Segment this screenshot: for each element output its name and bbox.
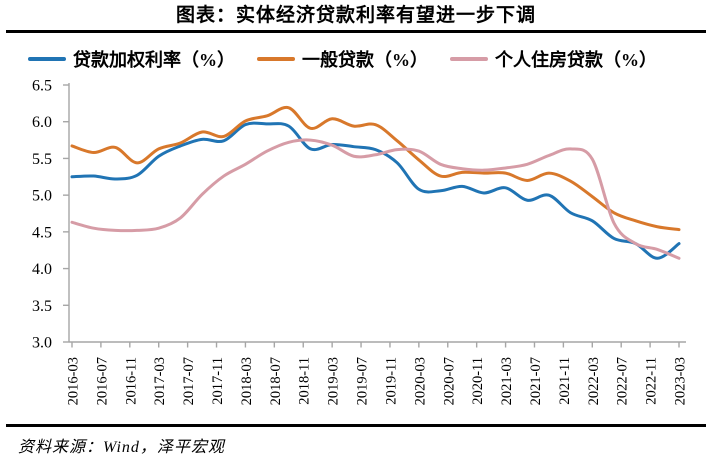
x-tick-label: 2018-07: [268, 357, 284, 405]
y-tick-label: 3.5: [32, 298, 52, 315]
x-tick-label: 2022-03: [586, 357, 602, 405]
x-tick-label: 2016-03: [66, 357, 82, 405]
series-line-1: [70, 105, 681, 232]
y-tick-label: 3.0: [32, 335, 52, 352]
legend-item-0: 贷款加权利率（%）: [28, 46, 235, 72]
x-tick-label: 2021-03: [499, 357, 515, 405]
chart-title: 图表：实体经济贷款利率有望进一步下调: [175, 5, 536, 26]
x-tick-label: 2016-11: [123, 357, 139, 405]
x-tick-label: 2019-07: [355, 357, 371, 405]
y-tick-label: 4.5: [32, 224, 52, 241]
x-tick-label: 2019-11: [383, 357, 399, 405]
series-line-0: [70, 121, 681, 260]
x-tick-label: 2017-03: [152, 357, 168, 405]
legend-label: 贷款加权利率（%）: [73, 50, 235, 70]
y-tick-label: 6.5: [32, 78, 52, 95]
x-tick-label: 2016-07: [94, 357, 110, 405]
y-tick-label: 6.0: [32, 114, 52, 131]
x-tick-label: 2017-07: [181, 357, 197, 405]
legend-label: 一般贷款（%）: [302, 50, 428, 70]
line-chart: 6.5 6.0 5.5 5.0 4.5 4.0 3.5 3.0 2016-03 2016-07 20…: [32, 78, 689, 406]
y-tick-label: 5.5: [32, 151, 52, 168]
legend-line-swatch: [450, 57, 488, 61]
top-rule: [6, 30, 706, 33]
x-tick-label: 2020-11: [470, 357, 486, 405]
x-tick-label: 2022-07: [615, 357, 631, 405]
x-tick-label: 2019-03: [326, 357, 342, 405]
y-tick-label: 4.0: [32, 261, 52, 278]
legend-label: 个人住房贷款（%）: [495, 50, 657, 70]
x-tick-label: 2018-03: [239, 357, 255, 405]
x-tick-label: 2020-07: [441, 357, 457, 405]
legend-item-1: 一般贷款（%）: [257, 46, 428, 72]
legend-item-2: 个人住房贷款（%）: [450, 46, 657, 72]
legend-line-swatch: [28, 57, 66, 61]
x-tick-label: 2018-11: [297, 357, 313, 405]
x-tick-label: 2021-07: [528, 357, 544, 405]
x-tick-label: 2021-11: [557, 357, 573, 405]
y-tick-label: 5.0: [32, 188, 52, 205]
x-tick-label: 2017-11: [210, 357, 226, 405]
legend-line-swatch: [257, 57, 295, 61]
bottom-rule: [6, 424, 706, 427]
series-line-2: [70, 138, 681, 260]
x-tick-label: 2023-03: [673, 357, 689, 405]
x-tick-label: 2020-03: [412, 357, 428, 405]
source-note: 资料来源：Wind，泽平宏观: [18, 439, 225, 456]
legend: 贷款加权利率（%） 一般贷款（%） 个人住房贷款（%）: [28, 46, 712, 72]
x-tick-label: 2022-11: [644, 357, 660, 405]
